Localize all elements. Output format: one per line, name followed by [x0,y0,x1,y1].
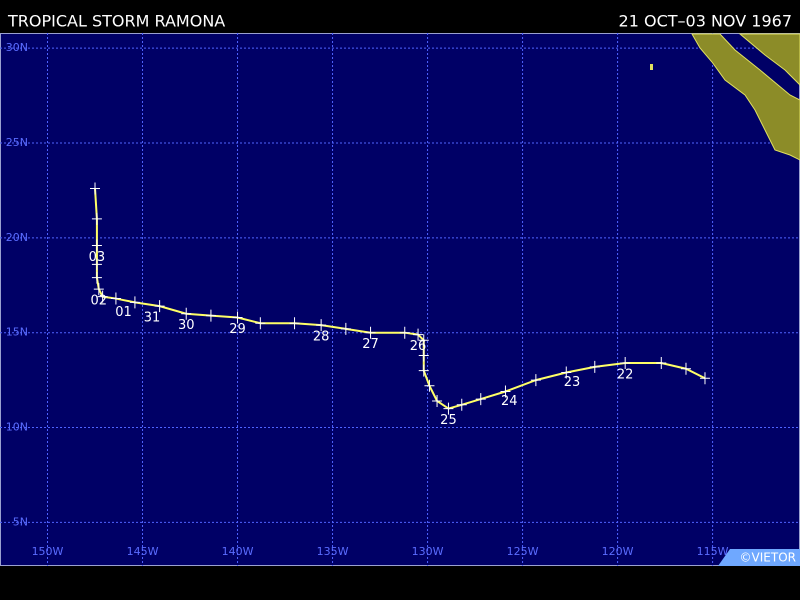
track-fix [91,212,102,225]
day-label: 28 [313,330,330,345]
track-fix [530,374,541,387]
island [650,64,653,70]
day-label: 02 [91,294,108,309]
track-fix [91,239,102,252]
day-label: 27 [362,337,379,352]
track-fix [456,398,467,411]
day-label: 29 [229,322,246,337]
track-fix [418,364,429,377]
longitude-label: 150W [32,545,64,558]
track-fix [129,296,140,309]
latitude-label: 20N [6,231,28,244]
track-fix [413,328,424,341]
track-fix [620,357,631,370]
track-fix [399,326,410,339]
longitude-label: 130W [412,545,444,558]
longitude-label: 125W [507,545,539,558]
track-fix [424,379,435,392]
date-range: 21 OCT–03 NOV 1967 [619,12,792,31]
title: TROPICAL STORM RAMONA [7,12,225,31]
track-fix [91,258,102,271]
track-fix [316,319,327,332]
longitude-label: 140W [222,545,254,558]
track-fix [475,393,486,406]
track-fix [340,322,351,335]
track-fix [91,271,102,284]
latitude-label: 25N [6,136,28,149]
track-fix [232,311,243,324]
track-fix [500,385,511,398]
track-fix [365,326,376,339]
day-label: 23 [564,375,581,390]
track-fix [181,307,192,320]
credit-box [718,549,800,566]
track-fix [680,362,691,375]
track-fix [154,300,165,313]
day-label: 26 [410,339,427,354]
track-fix [656,357,667,370]
track-fix [93,283,104,296]
map-frame [0,33,800,566]
track-fix [255,317,266,330]
day-label: 22 [617,368,634,383]
land-mexico [738,33,800,86]
track-fix [561,366,572,379]
day-label: 25 [440,413,457,428]
track-fix [699,372,710,385]
day-label: 01 [115,305,132,320]
track-fix [432,394,443,407]
track-fix [589,360,600,373]
track-fix [97,290,108,303]
latitude-label: 15N [6,326,28,339]
track-fix [110,292,121,305]
track-fix [418,349,429,362]
latitude-label: 30N [6,41,28,54]
track-fix [90,182,101,195]
track-fix [418,334,429,347]
latitude-label: 5N [13,515,28,528]
track-layer: 22 23 24 25 26 27 28 29 30 31 01 02 03 [89,182,710,428]
longitude-label: 120W [602,545,634,558]
longitude-label: 135W [317,545,349,558]
latitude-label: 10N [6,421,28,434]
credit: ©VIETOR [740,551,796,565]
land-baja-california [691,33,800,161]
day-label: 31 [144,311,161,326]
day-label: 24 [501,394,518,409]
longitude-label: 145W [127,545,159,558]
day-label: 03 [89,250,106,265]
track-fix [289,317,300,330]
track-fix [205,309,216,322]
longitude-label: 115W [697,545,729,558]
storm-track [94,188,706,410]
track-fix [443,402,454,415]
day-label: 30 [178,318,195,333]
graticule: 150W 145W 140W 135W 130W 125W 120W 115W 30N 25N 20… [0,33,800,566]
